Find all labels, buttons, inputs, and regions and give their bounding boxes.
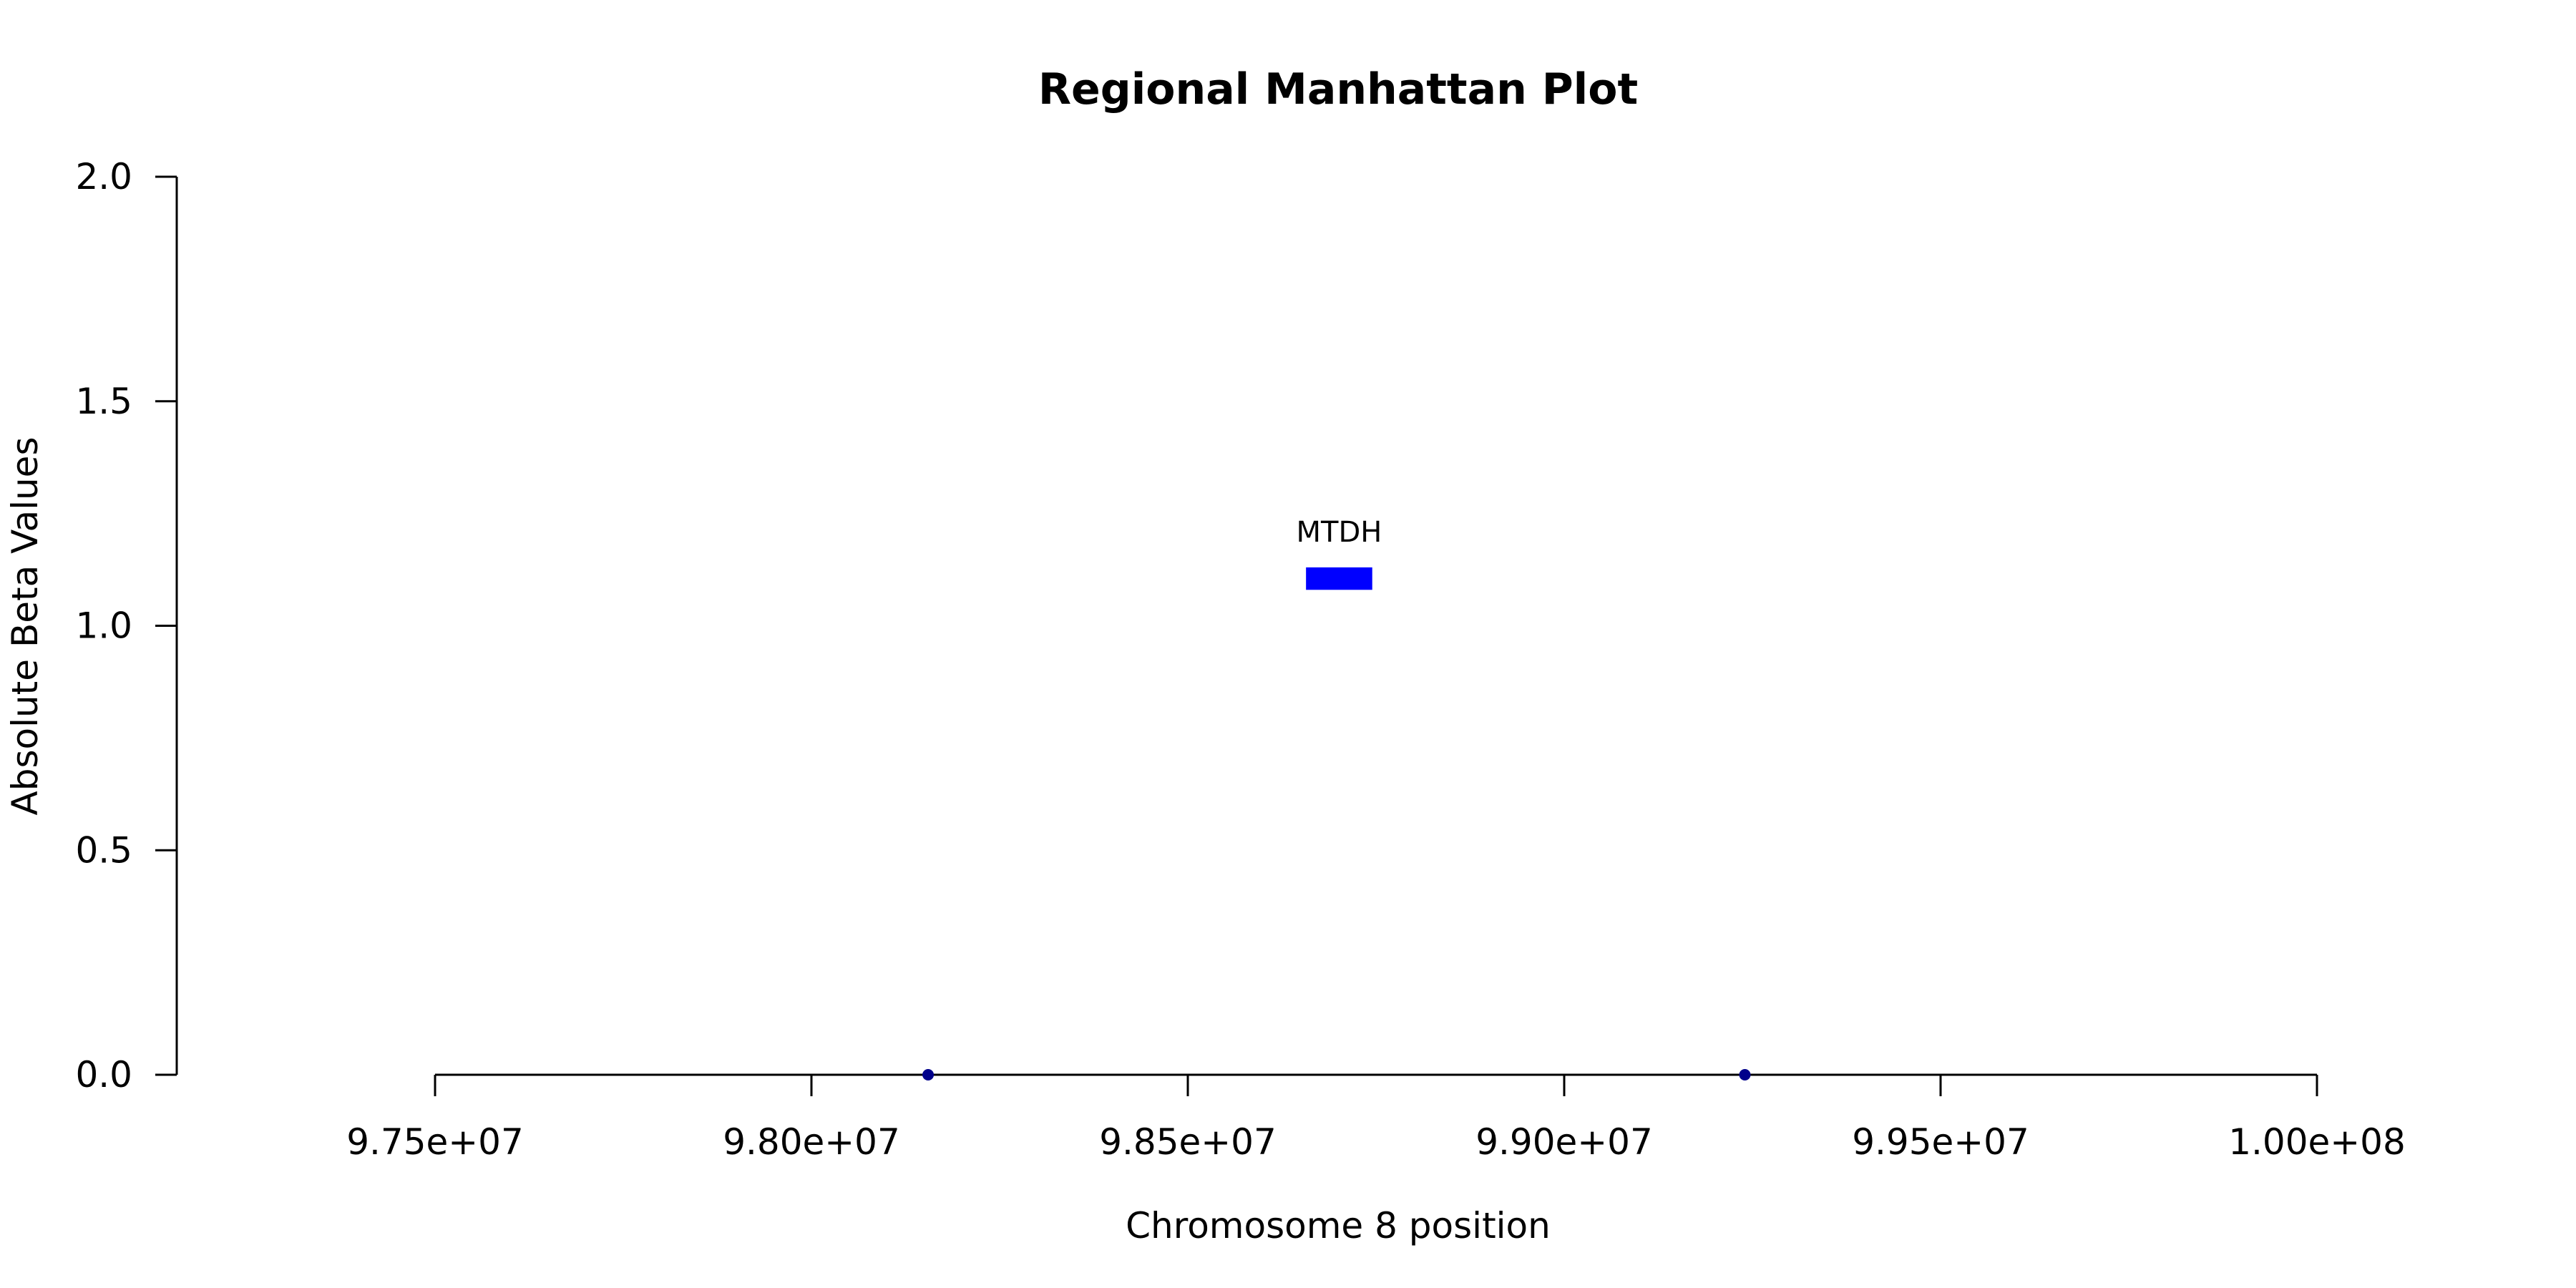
data-point xyxy=(1739,1069,1751,1080)
data-points xyxy=(922,1069,1751,1080)
y-axis-title: Absolute Beta Values xyxy=(4,437,46,816)
x-tick-label: 9.95e+07 xyxy=(1852,1121,2029,1163)
x-tick-label: 9.85e+07 xyxy=(1099,1121,1277,1163)
y-tick-label: 1.0 xyxy=(75,605,132,647)
x-axis-title: Chromosome 8 position xyxy=(1126,1205,1551,1246)
y-tick-label: 2.0 xyxy=(75,156,132,197)
x-axis: 9.75e+07 9.80e+07 9.85e+07 9.90e+07 9.95e+07… xyxy=(346,1073,2406,1163)
x-tick-label: 9.90e+07 xyxy=(1475,1121,1653,1163)
y-tick-label: 0.5 xyxy=(75,829,132,871)
gene-track: MTDH xyxy=(1297,516,1382,590)
y-axis: 0.0 0.5 1.0 1.5 2.0 xyxy=(75,156,178,1096)
x-tick-label: 9.80e+07 xyxy=(723,1121,900,1163)
x-tick-label: 1.00e+08 xyxy=(2228,1121,2406,1163)
gene-bar xyxy=(1306,567,1372,590)
x-tick-label: 9.75e+07 xyxy=(346,1121,524,1163)
data-point xyxy=(922,1069,935,1080)
y-tick-label: 0.0 xyxy=(75,1054,132,1096)
gene-label: MTDH xyxy=(1297,516,1382,549)
chart-title: Regional Manhattan Plot xyxy=(1038,64,1638,114)
y-tick-label: 1.5 xyxy=(75,381,132,422)
